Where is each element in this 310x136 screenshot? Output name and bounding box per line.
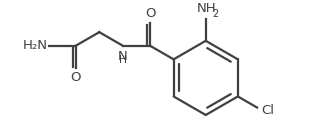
Text: H: H [119,55,127,65]
Text: O: O [145,7,155,20]
Text: Cl: Cl [261,103,274,117]
Text: 2: 2 [212,9,219,19]
Text: N: N [118,50,128,63]
Text: O: O [70,71,81,84]
Text: H₂N: H₂N [22,39,47,52]
Text: NH: NH [197,2,216,16]
